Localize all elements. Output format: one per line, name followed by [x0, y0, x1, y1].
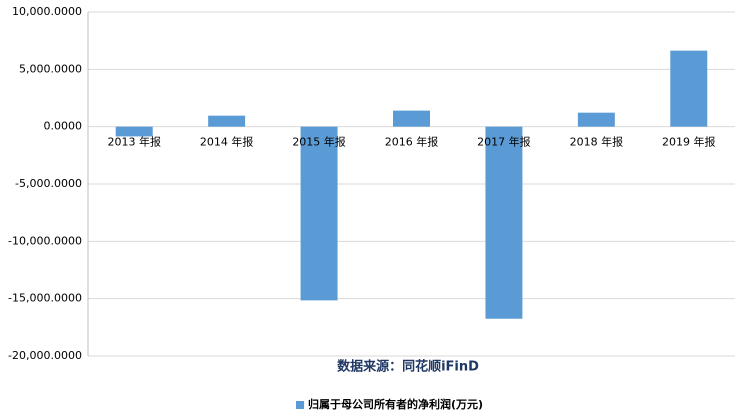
source-annotation: 数据来源：同花顺iFinD [337, 359, 479, 375]
x-tick-label: 2013 年报 [107, 135, 161, 149]
y-tick-label: -5,000.0000 [15, 177, 82, 190]
x-tick-label: 2015 年报 [292, 135, 346, 149]
x-tick-label: 2016 年报 [385, 135, 439, 149]
bar [393, 110, 430, 127]
y-tick-label: 0.0000 [44, 120, 83, 133]
y-tick-label: -10,000.0000 [8, 234, 82, 247]
y-tick-label: -20,000.0000 [8, 349, 82, 362]
x-tick-label: 2019 年报 [662, 135, 716, 149]
y-tick-label: -15,000.0000 [8, 292, 82, 305]
y-tick-label: 10,000.0000 [12, 5, 82, 18]
y-tick-label: 5,000.0000 [19, 62, 82, 75]
bar [300, 126, 338, 301]
bar [208, 115, 246, 127]
bar [485, 126, 523, 319]
bar [115, 126, 153, 137]
legend-swatch [296, 401, 304, 409]
x-tick-label: 2014 年报 [200, 135, 254, 149]
x-tick-label: 2018 年报 [570, 135, 624, 149]
x-tick-label: 2017 年报 [477, 135, 531, 149]
legend-label: 归属于母公司所有者的净利润(万元) [308, 397, 483, 411]
bar [670, 50, 708, 127]
bar [577, 112, 615, 127]
